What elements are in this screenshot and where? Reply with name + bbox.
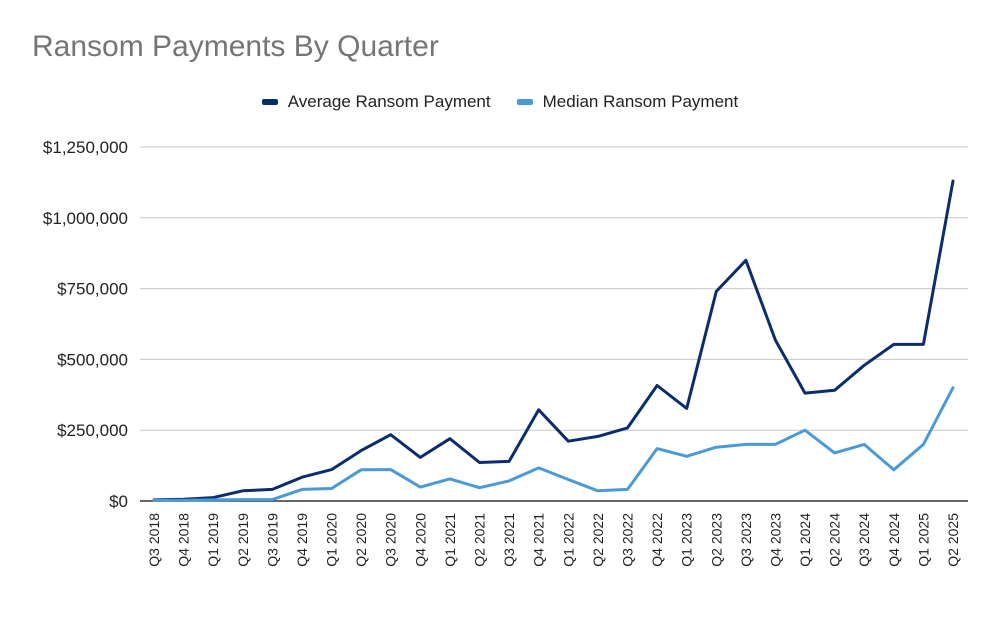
y-tick-label: $1,000,000 xyxy=(43,209,128,228)
x-tick-label: Q2 2023 xyxy=(708,513,724,567)
x-tick-label: Q1 2020 xyxy=(324,513,340,567)
x-tick-label: Q4 2018 xyxy=(176,513,192,567)
legend-label-average: Average Ransom Payment xyxy=(287,92,491,111)
x-tick-label: Q2 2020 xyxy=(353,513,369,567)
legend-swatch-average xyxy=(261,99,278,105)
x-tick-label: Q4 2024 xyxy=(886,513,902,567)
x-tick-label: Q1 2022 xyxy=(560,513,576,567)
x-tick-label: Q1 2025 xyxy=(915,513,931,567)
x-tick-label: Q1 2024 xyxy=(797,513,813,567)
x-tick-label: Q1 2023 xyxy=(679,513,695,567)
y-tick-label: $250,000 xyxy=(57,421,128,440)
y-tick-label: $750,000 xyxy=(57,280,128,299)
x-tick-label: Q4 2020 xyxy=(412,513,428,567)
y-tick-label: $0 xyxy=(109,492,128,511)
series-line-average xyxy=(152,179,955,502)
chart-legend: Average Ransom Payment Median Ransom Pay… xyxy=(0,92,1000,112)
x-tick-label: Q3 2018 xyxy=(146,513,162,567)
x-tick-label: Q1 2021 xyxy=(442,513,458,567)
x-tick-label: Q2 2025 xyxy=(945,513,961,567)
x-tick-label: Q3 2019 xyxy=(264,513,280,567)
legend-item-median: Median Ransom Payment xyxy=(516,92,739,112)
chart-title: Ransom Payments By Quarter xyxy=(32,30,439,63)
x-tick-label: Q4 2021 xyxy=(531,513,547,567)
x-tick-label: Q3 2024 xyxy=(856,513,872,567)
x-tick-label: Q2 2019 xyxy=(235,513,251,567)
x-tick-label: Q2 2024 xyxy=(827,513,843,567)
legend-item-average: Average Ransom Payment xyxy=(261,92,491,112)
legend-swatch-median xyxy=(516,99,533,105)
x-tick-label: Q3 2023 xyxy=(738,513,754,567)
x-tick-label: Q1 2019 xyxy=(205,513,221,567)
y-tick-label: $1,250,000 xyxy=(43,138,128,157)
x-tick-label: Q3 2020 xyxy=(383,513,399,567)
series-line-median xyxy=(152,386,955,502)
x-tick-label: Q2 2021 xyxy=(472,513,488,567)
x-tick-label: Q2 2022 xyxy=(590,513,606,567)
x-tick-label: Q4 2019 xyxy=(294,513,310,567)
x-tick-label: Q3 2021 xyxy=(501,513,517,567)
legend-label-median: Median Ransom Payment xyxy=(542,92,739,111)
x-tick-label: Q3 2022 xyxy=(619,513,635,567)
y-tick-label: $500,000 xyxy=(57,350,128,369)
x-tick-label: Q4 2022 xyxy=(649,513,665,567)
x-tick-label: Q4 2023 xyxy=(767,513,783,567)
